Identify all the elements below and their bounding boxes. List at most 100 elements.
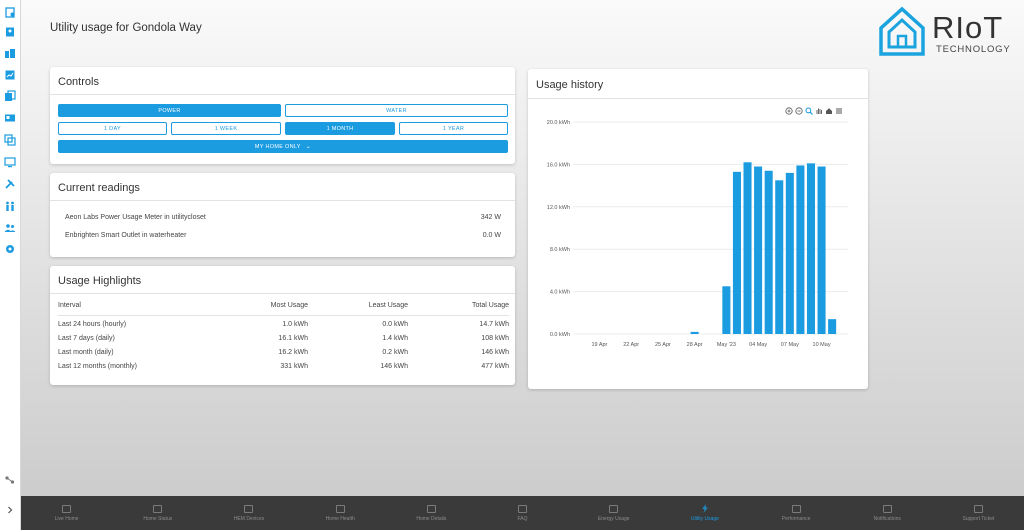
network-icon[interactable] bbox=[3, 473, 17, 487]
nav-item-home-health[interactable]: Home Health bbox=[295, 496, 386, 530]
bottom-navigation: Live Home Home Status HEM Devices Home Heal… bbox=[21, 496, 1024, 530]
pan-icon[interactable] bbox=[815, 107, 823, 115]
bar-03-may[interactable] bbox=[743, 162, 752, 334]
bar-04-may[interactable] bbox=[754, 166, 763, 334]
period-1-month-button[interactable]: 1 MONTH bbox=[285, 122, 395, 135]
cell-total: 477 kWh bbox=[481, 363, 509, 370]
y-tick-label: 16.0 kWh bbox=[547, 162, 570, 168]
readings-title: Current readings bbox=[50, 173, 515, 201]
bar-11-may[interactable] bbox=[828, 319, 837, 334]
nav-item-label: Support Ticket bbox=[962, 515, 995, 522]
bar-05-may[interactable] bbox=[764, 170, 773, 334]
nav-item-home-details[interactable]: Home Details bbox=[386, 496, 477, 530]
contact-icon[interactable] bbox=[3, 25, 17, 39]
house-logo-icon bbox=[879, 6, 925, 56]
scope-label: MY HOME ONLY bbox=[254, 143, 301, 150]
id-card-icon[interactable] bbox=[3, 111, 17, 125]
usage-highlights-card: Usage Highlights Interval Most Usage Lea… bbox=[50, 266, 515, 385]
chevron-down-icon: ⌄ bbox=[305, 144, 312, 150]
home-details-icon bbox=[426, 504, 436, 513]
chart-icon[interactable] bbox=[3, 68, 17, 82]
scope-dropdown[interactable]: MY HOME ONLY ⌄ bbox=[58, 140, 508, 153]
cell-most: 331 kWh bbox=[280, 363, 308, 370]
tools-icon[interactable] bbox=[3, 177, 17, 191]
nav-item-label: Notifications bbox=[873, 515, 901, 522]
chart-toolbar bbox=[785, 107, 843, 117]
table-row: Last 7 days (daily) 16.1 kWh 1.4 kWh 108… bbox=[58, 335, 509, 347]
bar-10-may[interactable] bbox=[817, 166, 826, 334]
bar-02-may[interactable] bbox=[732, 171, 741, 334]
notifications-icon bbox=[882, 504, 892, 513]
table-row: Last month (daily) 16.2 kWh 0.2 kWh 146 … bbox=[58, 349, 509, 361]
bar-07-may[interactable] bbox=[785, 172, 794, 334]
cell-least: 0.0 kWh bbox=[382, 321, 408, 328]
x-tick-label: 04 May bbox=[749, 342, 767, 348]
menu-icon[interactable] bbox=[835, 107, 843, 115]
gear-icon[interactable] bbox=[3, 242, 17, 256]
cell-interval: Last month (daily) bbox=[58, 349, 114, 356]
table-row: Last 12 months (monthly) 331 kWh 146 kWh… bbox=[58, 363, 509, 375]
energy-usage-icon bbox=[609, 504, 619, 513]
x-tick-label: 19 Apr bbox=[591, 342, 607, 348]
cell-most: 16.1 kWh bbox=[278, 335, 308, 342]
cell-least: 0.2 kWh bbox=[382, 349, 408, 356]
bar-08-may[interactable] bbox=[796, 165, 805, 334]
nav-item-label: Home Status bbox=[143, 515, 173, 522]
water-button[interactable]: WATER bbox=[285, 104, 508, 117]
logo-subtitle: TECHNOLOGY bbox=[936, 44, 1011, 55]
reset-home-icon[interactable] bbox=[825, 107, 833, 115]
nav-item-energy-usage[interactable]: Energy Usage bbox=[568, 496, 659, 530]
history-title: Usage history bbox=[528, 69, 868, 99]
family-icon[interactable] bbox=[3, 199, 17, 213]
nav-item-live-home[interactable]: Live Home bbox=[21, 496, 112, 530]
nav-item-utility-usage[interactable]: Utility Usage bbox=[659, 496, 750, 530]
home-status-icon bbox=[153, 504, 163, 513]
users-icon[interactable] bbox=[3, 221, 17, 235]
power-button[interactable]: POWER bbox=[58, 104, 281, 117]
hem-devices-icon bbox=[244, 504, 254, 513]
reading-device-name: Enbrighten Smart Outlet in waterheater bbox=[65, 232, 187, 239]
layers-icon[interactable] bbox=[3, 133, 17, 147]
period-1-week-button[interactable]: 1 WEEK bbox=[171, 122, 281, 135]
bar-28-apr[interactable] bbox=[690, 331, 699, 334]
col-header-most: Most Usage bbox=[270, 302, 308, 309]
reading-value: 342 W bbox=[480, 214, 501, 221]
home-icon[interactable] bbox=[3, 5, 17, 19]
highlights-title: Usage Highlights bbox=[50, 266, 515, 294]
magnify-icon[interactable] bbox=[805, 107, 813, 115]
nav-item-faq[interactable]: FAQ bbox=[477, 496, 568, 530]
monitor-icon[interactable] bbox=[3, 155, 17, 169]
building-icon[interactable] bbox=[3, 46, 17, 60]
nav-item-label: Utility Usage bbox=[690, 516, 719, 522]
nav-item-home-status[interactable]: Home Status bbox=[112, 496, 203, 530]
bar-09-may[interactable] bbox=[806, 163, 815, 334]
zoom-in-icon[interactable] bbox=[785, 107, 793, 115]
period-1-year-button[interactable]: 1 YEAR bbox=[399, 122, 508, 135]
cell-interval: Last 12 months (monthly) bbox=[58, 363, 137, 370]
faq-icon bbox=[518, 504, 528, 513]
zoom-out-icon[interactable] bbox=[795, 107, 803, 115]
cell-total: 14.7 kWh bbox=[479, 321, 509, 328]
performance-icon bbox=[791, 504, 801, 513]
nav-item-performance[interactable]: Performance bbox=[751, 496, 842, 530]
nav-item-support-ticket[interactable]: Support Ticket bbox=[933, 496, 1024, 530]
company-logo: RIoT TECHNOLOGY bbox=[878, 6, 1018, 58]
y-tick-label: 4.0 kWh bbox=[550, 290, 570, 296]
reading-row: Aeon Labs Power Usage Meter in utilitycl… bbox=[65, 214, 501, 226]
copy-icon[interactable] bbox=[3, 89, 17, 103]
chevron-right-icon[interactable] bbox=[3, 503, 17, 517]
period-1-day-button[interactable]: 1 DAY bbox=[58, 122, 167, 135]
nav-item-label: Home Health bbox=[325, 515, 355, 522]
bar-06-may[interactable] bbox=[775, 180, 784, 334]
left-sidebar bbox=[0, 0, 21, 530]
nav-item-hem-devices[interactable]: HEM Devices bbox=[203, 496, 294, 530]
usage-history-chart: 0.0 kWh 4.0 kWh 8.0 kWh 12.0 kWh 16.0 kWh 20.… bbox=[547, 120, 848, 348]
col-header-least: Least Usage bbox=[368, 302, 408, 309]
cell-interval: Last 24 hours (hourly) bbox=[58, 321, 127, 328]
bar-01-may[interactable] bbox=[722, 286, 731, 334]
nav-item-notifications[interactable]: Notifications bbox=[842, 496, 933, 530]
home-health-icon bbox=[335, 504, 345, 513]
controls-title: Controls bbox=[50, 67, 515, 95]
y-tick-label: 0.0 kWh bbox=[550, 332, 570, 338]
nav-item-label: FAQ bbox=[517, 515, 528, 522]
